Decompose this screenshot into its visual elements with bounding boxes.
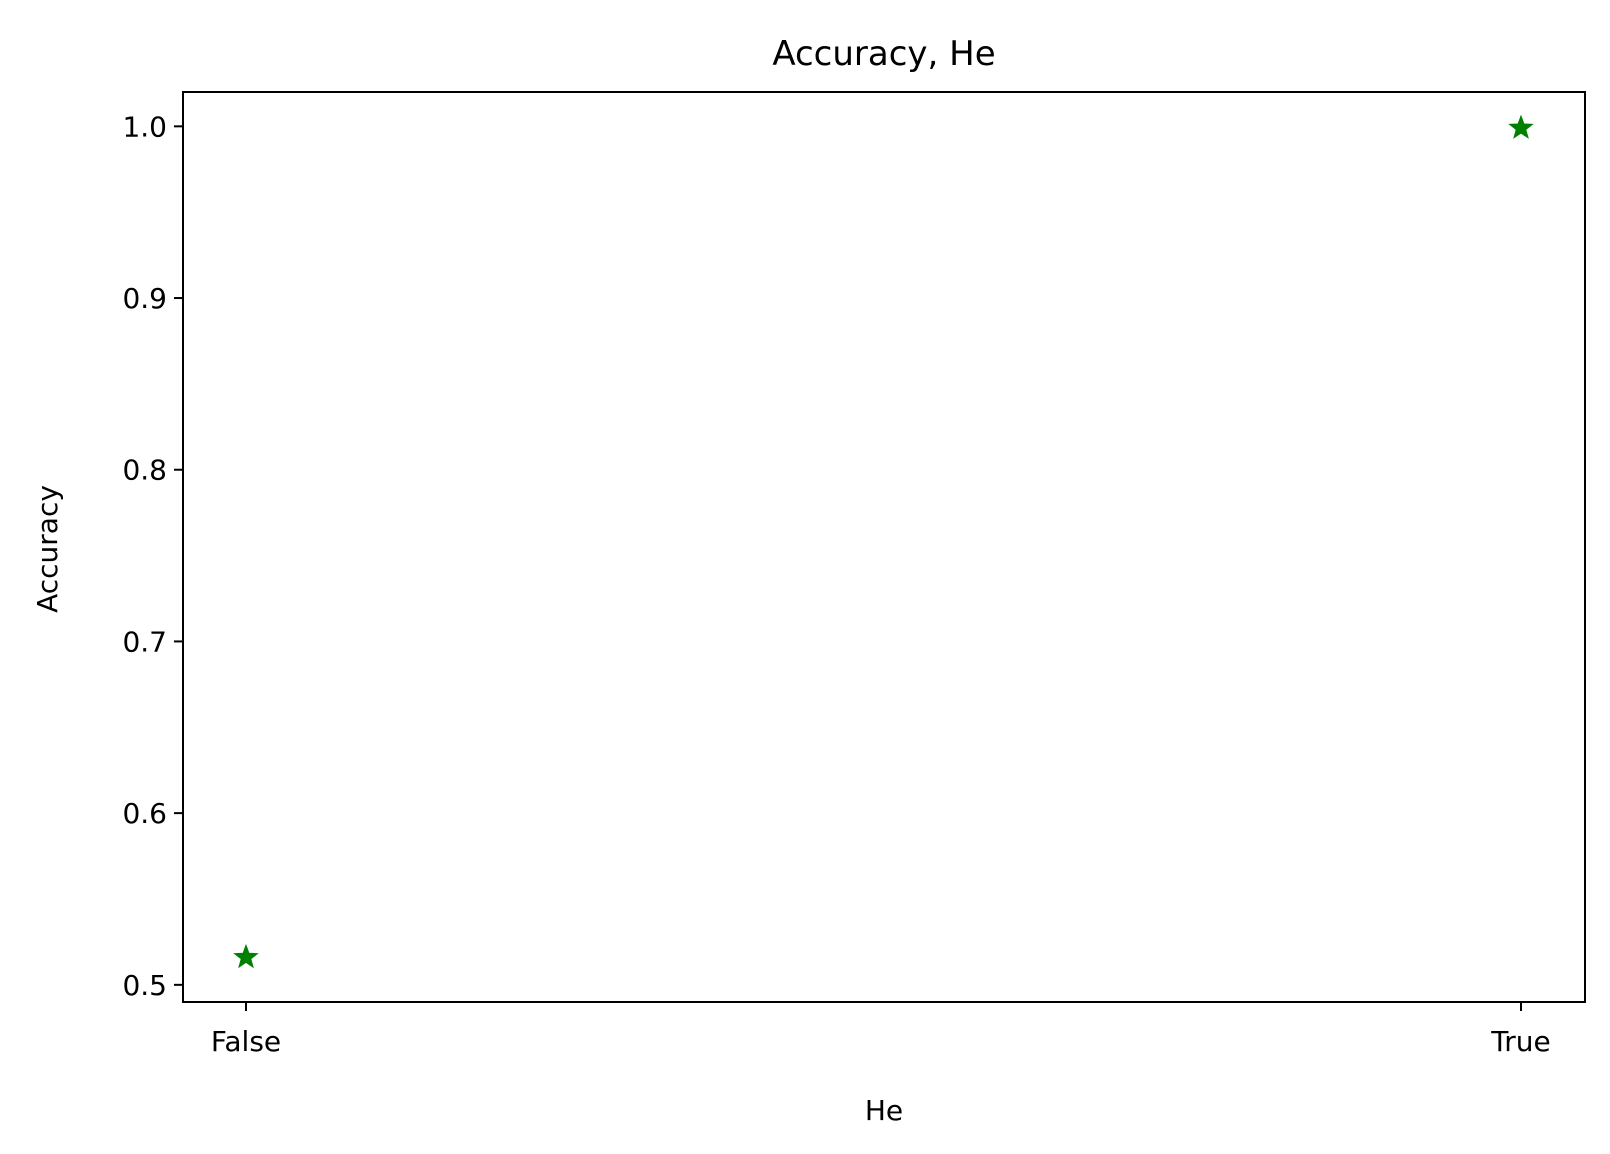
y-tick-label: 0.6: [122, 797, 167, 830]
y-tick-label: 0.7: [122, 625, 167, 658]
y-tick-label: 0.5: [122, 969, 167, 1002]
plot-area-frame: [182, 91, 1586, 1003]
x-axis-label: He: [865, 1094, 903, 1127]
data-points: [233, 114, 1534, 969]
y-tick-label: 0.8: [122, 454, 167, 487]
x-axis-ticks: False True: [211, 1002, 1551, 1058]
chart-title: Accuracy, He: [772, 34, 995, 74]
y-axis-label: Accuracy: [31, 485, 64, 613]
x-tick-label: False: [211, 1025, 281, 1058]
y-tick-label: 1.0: [122, 110, 167, 143]
y-axis-ticks: 0.5 0.6 0.7 0.8 0.9 1.0: [122, 110, 183, 1002]
x-tick-label: True: [1490, 1025, 1550, 1058]
y-tick-label: 0.9: [122, 282, 167, 315]
data-point-star: [233, 943, 259, 969]
data-point-star: [1508, 114, 1534, 139]
